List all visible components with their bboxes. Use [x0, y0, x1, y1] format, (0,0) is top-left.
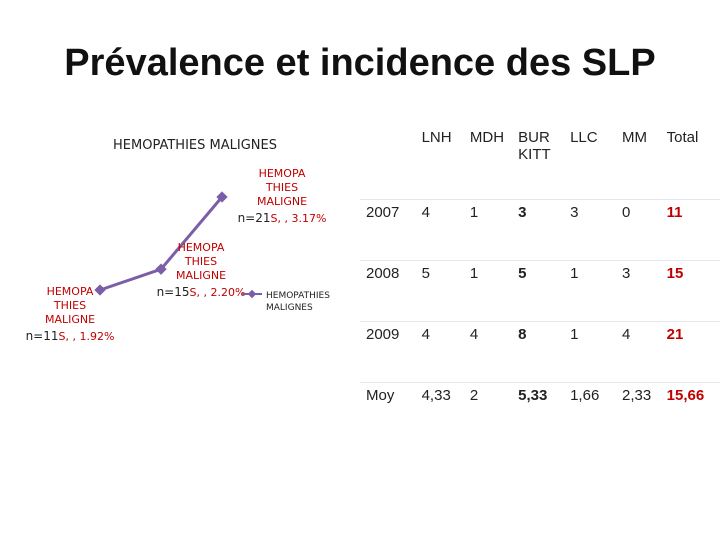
data-label-word: THIES	[184, 255, 217, 268]
table-cell: 2	[463, 382, 513, 443]
point-marker	[94, 284, 106, 296]
table-cell: 21	[660, 321, 720, 383]
data-label: n=15S, , 2.20%	[157, 285, 246, 299]
table-cell: 4	[415, 199, 464, 261]
table-cell: 0	[616, 199, 661, 261]
data-label-word: THIES	[53, 299, 86, 312]
data-label-word: HEMOPA	[178, 241, 225, 254]
data-label-word: MALIGNE	[45, 313, 95, 326]
table-cell: 8	[512, 321, 565, 383]
table-row: 2007 4 1 3 3 0 11	[360, 199, 720, 261]
table-cell: 5	[415, 260, 464, 322]
header-cell: MDH	[469, 129, 505, 146]
data-label-category: n=11	[26, 329, 59, 343]
table-cell: 4	[463, 321, 513, 383]
table-cell: 1	[463, 260, 513, 322]
data-label-value: S, , 1.92%	[59, 330, 115, 343]
table-cell: 15	[660, 260, 720, 322]
table-cell: 11	[660, 199, 720, 261]
table-cell: 1,66	[564, 382, 617, 443]
table-cell: 4,33	[415, 382, 464, 443]
table-cell: 4	[616, 321, 661, 383]
point-marker	[155, 263, 167, 275]
header-cell: BURKITT	[518, 129, 551, 163]
legend-word: MALIGNES	[266, 303, 313, 313]
data-label-series: HEMOPA THIES MALIGNE	[176, 241, 226, 282]
data-label-category: n=21	[238, 211, 271, 225]
header-cell: Total	[666, 129, 699, 146]
data-label-value: S, , 3.17%	[271, 212, 327, 225]
table-cell: 3	[512, 199, 565, 261]
table-cell: 2,33	[616, 382, 661, 443]
table-cell: 3	[616, 260, 661, 322]
table-cell: 3	[564, 199, 617, 261]
table-cell: 4	[415, 321, 464, 383]
data-label-series: HEMOPA THIES MALIGNE	[45, 285, 95, 326]
legend-label: HEMOPATHIES MALIGNES	[266, 291, 330, 313]
table-cell: 5,33	[512, 382, 565, 443]
table-cell: 15,66	[660, 382, 720, 443]
header-cell: LNH	[421, 129, 452, 146]
data-label-series: HEMOPA THIES MALIGNE	[257, 167, 307, 208]
data-label: n=21S, , 3.17%	[238, 211, 327, 225]
table-cell: Moy	[360, 382, 416, 443]
data-label: n=11S, , 1.92%	[26, 329, 115, 343]
point-marker	[216, 191, 228, 203]
data-table: LNH MDH BURKITT LLC MM Total 2007 4 1 3 3 0 11 2008 5 1…	[360, 125, 720, 443]
data-label-value: S, , 2.20%	[190, 286, 246, 299]
table-cell: 1	[564, 321, 617, 383]
chart: HEMOPATHIES MALIGNES HEMOPA THIES MALIGNEn…	[26, 138, 331, 343]
table-row: Moy 4,33 2 5,33 1,66 2,33 15,66	[360, 382, 720, 443]
legend-marker	[247, 289, 257, 299]
table-row: 2009 4 4 8 1 4 21	[360, 321, 720, 383]
data-label-word: HEMOPA	[259, 167, 306, 180]
chart-title: HEMOPATHIES MALIGNES	[113, 138, 277, 153]
data-label-word: MALIGNE	[257, 195, 307, 208]
header-cell: MM	[622, 129, 648, 146]
legend-word: HEMOPATHIES	[266, 291, 330, 301]
header-cell	[360, 125, 416, 200]
header-cell: LLC	[570, 129, 598, 146]
table-cell: 2007	[360, 199, 416, 261]
data-label-word: MALIGNE	[176, 269, 226, 282]
table-row: 2008 5 1 5 1 3 15	[360, 260, 720, 322]
table-cell: 2009	[360, 321, 416, 383]
data-label-word: HEMOPA	[47, 285, 94, 298]
table-cell: 1	[463, 199, 513, 261]
table-cell: 1	[564, 260, 617, 322]
slide-title: Prévalence et incidence des SLP	[64, 42, 656, 84]
table-cell: 5	[512, 260, 565, 322]
data-label-category: n=15	[157, 285, 190, 299]
table-cell: 2008	[360, 260, 416, 322]
header-row: LNH MDH BURKITT LLC MM Total	[360, 125, 720, 200]
data-label-word: THIES	[265, 181, 298, 194]
